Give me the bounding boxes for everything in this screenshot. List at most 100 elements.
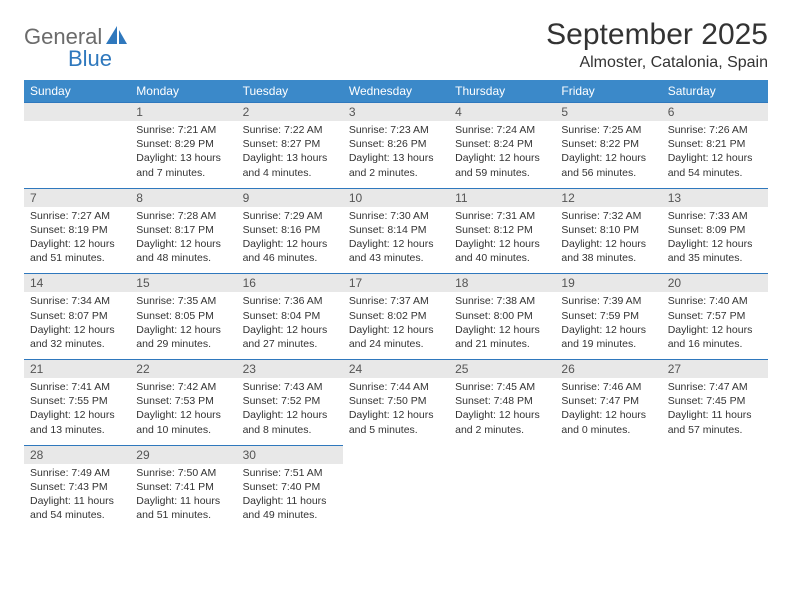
cell-body: Sunrise: 7:47 AMSunset: 7:45 PMDaylight:…	[662, 378, 768, 445]
day-number: 9	[237, 188, 343, 207]
calendar-cell: 24Sunrise: 7:44 AMSunset: 7:50 PMDayligh…	[343, 359, 449, 445]
calendar-cell: 7Sunrise: 7:27 AMSunset: 8:19 PMDaylight…	[24, 188, 130, 274]
dayheader-tuesday: Tuesday	[237, 80, 343, 102]
sunrise-text: Sunrise: 7:21 AM	[136, 123, 230, 137]
daylight-text: Daylight: 11 hours and 57 minutes.	[668, 408, 762, 436]
dayheader-friday: Friday	[555, 80, 661, 102]
sunset-text: Sunset: 8:21 PM	[668, 137, 762, 151]
day-number	[555, 445, 661, 463]
daylight-text: Daylight: 12 hours and 51 minutes.	[30, 237, 124, 265]
sunset-text: Sunset: 8:27 PM	[243, 137, 337, 151]
sunset-text: Sunset: 8:02 PM	[349, 309, 443, 323]
calendar-cell: 22Sunrise: 7:42 AMSunset: 7:53 PMDayligh…	[130, 359, 236, 445]
daylight-text: Daylight: 12 hours and 0 minutes.	[561, 408, 655, 436]
calendar-cell	[24, 102, 130, 188]
dayheader-thursday: Thursday	[449, 80, 555, 102]
sunset-text: Sunset: 8:04 PM	[243, 309, 337, 323]
day-number: 28	[24, 445, 130, 464]
sunset-text: Sunset: 8:00 PM	[455, 309, 549, 323]
cell-body: Sunrise: 7:49 AMSunset: 7:43 PMDaylight:…	[24, 464, 130, 531]
day-number: 24	[343, 359, 449, 378]
sunrise-text: Sunrise: 7:38 AM	[455, 294, 549, 308]
day-number: 17	[343, 273, 449, 292]
cell-body: Sunrise: 7:40 AMSunset: 7:57 PMDaylight:…	[662, 292, 768, 359]
sunrise-text: Sunrise: 7:31 AM	[455, 209, 549, 223]
cell-body: Sunrise: 7:26 AMSunset: 8:21 PMDaylight:…	[662, 121, 768, 188]
sunset-text: Sunset: 8:26 PM	[349, 137, 443, 151]
sunset-text: Sunset: 7:55 PM	[30, 394, 124, 408]
day-number: 26	[555, 359, 661, 378]
day-number: 16	[237, 273, 343, 292]
calendar-cell: 8Sunrise: 7:28 AMSunset: 8:17 PMDaylight…	[130, 188, 236, 274]
sunset-text: Sunset: 8:19 PM	[30, 223, 124, 237]
dayheader-saturday: Saturday	[662, 80, 768, 102]
daylight-text: Daylight: 12 hours and 59 minutes.	[455, 151, 549, 179]
cell-body: Sunrise: 7:35 AMSunset: 8:05 PMDaylight:…	[130, 292, 236, 359]
day-number: 2	[237, 102, 343, 121]
day-number	[662, 445, 768, 463]
daylight-text: Daylight: 11 hours and 51 minutes.	[136, 494, 230, 522]
daylight-text: Daylight: 12 hours and 48 minutes.	[136, 237, 230, 265]
sunset-text: Sunset: 7:53 PM	[136, 394, 230, 408]
sunrise-text: Sunrise: 7:42 AM	[136, 380, 230, 394]
sunset-text: Sunset: 7:52 PM	[243, 394, 337, 408]
cell-body: Sunrise: 7:34 AMSunset: 8:07 PMDaylight:…	[24, 292, 130, 359]
cell-body: Sunrise: 7:44 AMSunset: 7:50 PMDaylight:…	[343, 378, 449, 445]
calendar-cell: 21Sunrise: 7:41 AMSunset: 7:55 PMDayligh…	[24, 359, 130, 445]
cell-body: Sunrise: 7:28 AMSunset: 8:17 PMDaylight:…	[130, 207, 236, 274]
cell-body: Sunrise: 7:27 AMSunset: 8:19 PMDaylight:…	[24, 207, 130, 274]
day-number: 29	[130, 445, 236, 464]
cell-body: Sunrise: 7:38 AMSunset: 8:00 PMDaylight:…	[449, 292, 555, 359]
calendar-cell: 25Sunrise: 7:45 AMSunset: 7:48 PMDayligh…	[449, 359, 555, 445]
calendar-cell: 5Sunrise: 7:25 AMSunset: 8:22 PMDaylight…	[555, 102, 661, 188]
calendar-cell: 11Sunrise: 7:31 AMSunset: 8:12 PMDayligh…	[449, 188, 555, 274]
day-number: 3	[343, 102, 449, 121]
day-number: 13	[662, 188, 768, 207]
daylight-text: Daylight: 12 hours and 8 minutes.	[243, 408, 337, 436]
sunrise-text: Sunrise: 7:47 AM	[668, 380, 762, 394]
calendar-cell	[555, 445, 661, 531]
sunrise-text: Sunrise: 7:23 AM	[349, 123, 443, 137]
daylight-text: Daylight: 11 hours and 49 minutes.	[243, 494, 337, 522]
sunset-text: Sunset: 8:24 PM	[455, 137, 549, 151]
day-number: 7	[24, 188, 130, 207]
sunset-text: Sunset: 7:48 PM	[455, 394, 549, 408]
day-number: 23	[237, 359, 343, 378]
sunrise-text: Sunrise: 7:24 AM	[455, 123, 549, 137]
sunrise-text: Sunrise: 7:43 AM	[243, 380, 337, 394]
calendar-table: Sunday Monday Tuesday Wednesday Thursday…	[24, 80, 768, 530]
cell-body: Sunrise: 7:29 AMSunset: 8:16 PMDaylight:…	[237, 207, 343, 274]
daylight-text: Daylight: 12 hours and 16 minutes.	[668, 323, 762, 351]
sunrise-text: Sunrise: 7:22 AM	[243, 123, 337, 137]
daylight-text: Daylight: 12 hours and 56 minutes.	[561, 151, 655, 179]
daylight-text: Daylight: 12 hours and 40 minutes.	[455, 237, 549, 265]
calendar-cell: 18Sunrise: 7:38 AMSunset: 8:00 PMDayligh…	[449, 273, 555, 359]
day-number	[24, 102, 130, 121]
sunrise-text: Sunrise: 7:50 AM	[136, 466, 230, 480]
sunset-text: Sunset: 8:16 PM	[243, 223, 337, 237]
calendar-cell	[343, 445, 449, 531]
calendar-cell: 1Sunrise: 7:21 AMSunset: 8:29 PMDaylight…	[130, 102, 236, 188]
dayheader-monday: Monday	[130, 80, 236, 102]
calendar-cell: 17Sunrise: 7:37 AMSunset: 8:02 PMDayligh…	[343, 273, 449, 359]
day-number: 5	[555, 102, 661, 121]
calendar-cell: 14Sunrise: 7:34 AMSunset: 8:07 PMDayligh…	[24, 273, 130, 359]
sunrise-text: Sunrise: 7:28 AM	[136, 209, 230, 223]
sunrise-text: Sunrise: 7:45 AM	[455, 380, 549, 394]
day-number: 18	[449, 273, 555, 292]
cell-body: Sunrise: 7:50 AMSunset: 7:41 PMDaylight:…	[130, 464, 236, 531]
daylight-text: Daylight: 12 hours and 43 minutes.	[349, 237, 443, 265]
sunset-text: Sunset: 7:43 PM	[30, 480, 124, 494]
day-number	[343, 445, 449, 463]
cell-body: Sunrise: 7:30 AMSunset: 8:14 PMDaylight:…	[343, 207, 449, 274]
daylight-text: Daylight: 12 hours and 54 minutes.	[668, 151, 762, 179]
sunset-text: Sunset: 7:45 PM	[668, 394, 762, 408]
daylight-text: Daylight: 13 hours and 7 minutes.	[136, 151, 230, 179]
calendar-cell: 15Sunrise: 7:35 AMSunset: 8:05 PMDayligh…	[130, 273, 236, 359]
sunrise-text: Sunrise: 7:37 AM	[349, 294, 443, 308]
sunrise-text: Sunrise: 7:29 AM	[243, 209, 337, 223]
cell-body: Sunrise: 7:39 AMSunset: 7:59 PMDaylight:…	[555, 292, 661, 359]
calendar-body: 1Sunrise: 7:21 AMSunset: 8:29 PMDaylight…	[24, 102, 768, 530]
sunset-text: Sunset: 8:07 PM	[30, 309, 124, 323]
cell-body: Sunrise: 7:25 AMSunset: 8:22 PMDaylight:…	[555, 121, 661, 188]
